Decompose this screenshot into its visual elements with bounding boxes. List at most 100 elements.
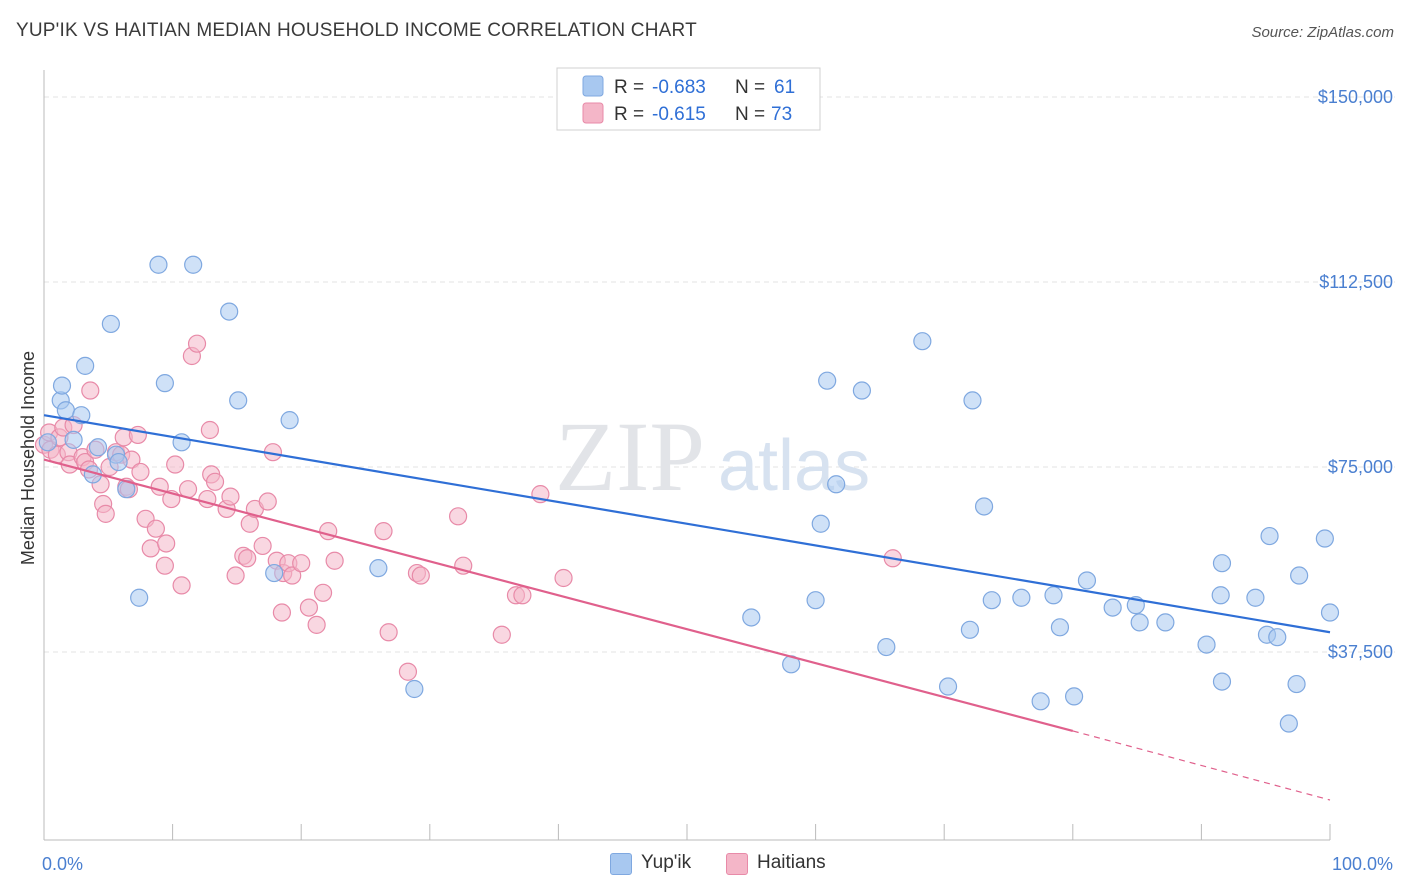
bottom-legend-label-haitian: Haitians — [757, 852, 826, 873]
yupik-point — [913, 332, 932, 351]
legend-swatch-haitian — [582, 102, 604, 124]
yupik-point — [806, 591, 825, 610]
haitian-point — [221, 487, 240, 506]
yupik-point — [64, 430, 83, 449]
haitian-point — [166, 455, 185, 474]
y-tick-label: $37,500 — [1328, 642, 1393, 662]
haitian-point — [155, 556, 174, 575]
yupik-point — [405, 679, 424, 699]
legend-r-value-yupik: -0.683 — [652, 77, 706, 98]
yupik-point — [811, 514, 830, 533]
haitian-point — [307, 615, 326, 634]
yupik-point — [76, 356, 95, 375]
haitian-point — [172, 576, 191, 595]
gridlines — [44, 96, 1395, 653]
watermark-zip: ZIP — [555, 401, 705, 512]
haitian-point — [313, 583, 333, 602]
yupik-point — [56, 401, 75, 420]
yupik-point — [1246, 588, 1265, 607]
yupik-point — [1260, 526, 1279, 546]
legend-n-label-yupik: N = — [735, 77, 765, 98]
yupik-point — [1050, 618, 1070, 637]
y-tick-labels: $37,500 $75,000 $112,500 $150,000 — [1318, 87, 1393, 662]
yupik-point — [265, 563, 284, 583]
y-tick-label: $75,000 — [1328, 457, 1393, 477]
yupik-point — [1320, 603, 1340, 622]
haitian-point — [492, 625, 511, 644]
yupik-point — [960, 620, 980, 639]
yupik-point — [938, 677, 958, 696]
yupik-point — [742, 608, 761, 627]
yupik-point — [88, 438, 108, 457]
haitian-point — [272, 603, 292, 622]
yupik-point — [818, 371, 837, 390]
yupik-point — [369, 559, 388, 578]
haitian-point — [81, 381, 100, 400]
haitian-point — [325, 551, 344, 570]
haitian-point — [141, 539, 160, 558]
haitian-point — [299, 598, 319, 617]
yupik-point — [877, 637, 896, 657]
haitian-point — [253, 536, 272, 556]
yupik-point — [280, 411, 299, 430]
haitian-point — [398, 662, 418, 681]
haitian-point — [379, 623, 398, 642]
haitian-point — [157, 534, 176, 553]
y-axis-label: Median Household Income — [18, 351, 38, 565]
haitian-point — [448, 507, 468, 526]
yupik-point — [1156, 613, 1175, 632]
haitian-point — [226, 566, 245, 585]
haitian-point — [200, 420, 219, 440]
yupik-point — [1287, 674, 1306, 694]
yupik-point — [1268, 628, 1287, 647]
source-credit: Source: ZipAtlas.com — [1251, 24, 1394, 41]
yupik-point — [184, 255, 203, 274]
chart-title: YUP'IK VS HAITIAN MEDIAN HOUSEHOLD INCOM… — [16, 20, 697, 41]
yupik-point — [974, 497, 994, 516]
yupik-point — [109, 452, 128, 472]
haitian-point — [187, 334, 207, 353]
yupik-point — [1103, 598, 1122, 617]
x-tick-label-start: 0.0% — [42, 854, 83, 874]
yupik-point — [155, 374, 174, 393]
haitian-point — [374, 522, 393, 541]
yupik-point — [1064, 687, 1084, 706]
legend-n-value-haitian: 73 — [771, 104, 792, 125]
yupik-trend-line — [43, 414, 1331, 634]
bottom-legend-swatch-yupik — [610, 853, 632, 875]
yupik-point — [220, 302, 239, 321]
legend-r-label-haitian: R = — [614, 104, 644, 125]
haitian-point — [238, 549, 257, 568]
yupik-point — [1197, 635, 1216, 654]
yupik-point — [101, 314, 120, 334]
trend-lines — [43, 414, 1331, 801]
haitian-trend-line — [43, 458, 1074, 732]
haitian-point — [205, 472, 225, 491]
yupik-point — [130, 588, 149, 607]
haitian-point — [411, 566, 430, 585]
yupik-point — [852, 381, 871, 400]
legend-r-label-yupik: R = — [614, 77, 644, 98]
yupik-point — [1290, 566, 1309, 585]
y-tick-label: $150,000 — [1318, 87, 1393, 107]
yupik-point — [52, 376, 72, 395]
legend-swatch-yupik — [582, 75, 604, 97]
legend-n-value-yupik: 61 — [774, 77, 795, 98]
yupik-point — [1044, 586, 1063, 605]
haitian-point — [292, 554, 311, 573]
yupik-point — [1031, 692, 1050, 711]
haitian-point — [96, 504, 115, 523]
haitian-point — [513, 586, 532, 605]
legend-n-label-haitian: N = — [735, 104, 765, 125]
haitian-point — [554, 568, 573, 588]
haitian-point — [131, 462, 150, 482]
bottom-legend-swatch-haitian — [726, 853, 748, 875]
haitian-trend-extension — [1072, 730, 1331, 801]
yupik-point — [1012, 588, 1031, 607]
yupik-point — [1212, 554, 1232, 573]
yupik-point — [1211, 586, 1230, 605]
watermark-atlas: atlas — [718, 426, 870, 506]
bottom-legend-label-yupik: Yup'ik — [641, 852, 692, 873]
haitian-point — [146, 519, 165, 538]
